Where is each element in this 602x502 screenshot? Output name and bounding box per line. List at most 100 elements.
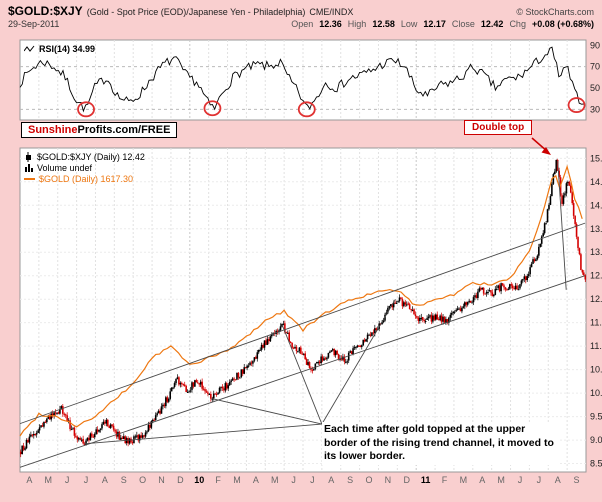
open-label: Open [291, 19, 314, 29]
legend-gold-row: $GOLD (Daily) 1617.30 [24, 173, 145, 184]
svg-text:A: A [328, 475, 334, 485]
chg-value: +0.08 (+0.68%) [531, 19, 594, 29]
rsi-label: RSI(14) 34.99 [39, 44, 96, 54]
svg-text:A: A [26, 475, 32, 485]
svg-text:14.5: 14.5 [590, 177, 602, 187]
gold-overlay-line [19, 164, 583, 437]
rsi-legend: RSI(14) 34.99 [24, 44, 95, 54]
svg-text:11.5: 11.5 [590, 318, 602, 328]
high-label: High [347, 19, 367, 29]
candlesticks [19, 158, 587, 458]
svg-text:10: 10 [194, 475, 204, 485]
svg-text:O: O [139, 475, 146, 485]
svg-text:12.0: 12.0 [590, 294, 602, 304]
svg-text:J: J [291, 475, 296, 485]
channel-lower [19, 275, 586, 468]
svg-text:8.5: 8.5 [590, 459, 602, 469]
svg-text:J: J [84, 475, 89, 485]
svg-text:A: A [555, 475, 561, 485]
svg-text:S: S [574, 475, 580, 485]
svg-text:A: A [102, 475, 108, 485]
callout-jun10-top [281, 324, 323, 425]
svg-text:J: J [537, 475, 542, 485]
svg-text:13.0: 13.0 [590, 247, 602, 257]
svg-text:S: S [347, 475, 353, 485]
svg-text:N: N [158, 475, 165, 485]
svg-text:J: J [518, 475, 523, 485]
svg-text:M: M [460, 475, 468, 485]
svg-text:9.5: 9.5 [590, 412, 602, 422]
rsi-line [19, 46, 585, 113]
svg-text:A: A [479, 475, 485, 485]
svg-text:50: 50 [590, 83, 600, 93]
svg-text:F: F [442, 475, 448, 485]
quote-row: 29-Sep-2011 Open 12.36 High 12.58 Low 12… [8, 19, 594, 29]
candlestick-icon [26, 151, 31, 162]
svg-text:A: A [253, 475, 259, 485]
legend-ratio-label: $GOLD:$XJY (Daily) 12.42 [37, 151, 145, 162]
volume-icon [25, 164, 33, 172]
low-value: 12.17 [423, 19, 446, 29]
svg-text:14.0: 14.0 [590, 200, 602, 210]
legend-ratio-row: $GOLD:$XJY (Daily) 12.42 [24, 151, 145, 162]
svg-text:12.5: 12.5 [590, 271, 602, 281]
chg-label: Chg [509, 19, 526, 29]
chart-date: 29-Sep-2011 [8, 19, 60, 29]
indicator-zigzag-icon [24, 45, 35, 52]
legend-gold-label: $GOLD (Daily) 1617.30 [39, 173, 134, 184]
svg-text:30: 30 [590, 104, 600, 114]
svg-text:M: M [271, 475, 279, 485]
copyright: © StockCharts.com [516, 7, 594, 17]
svg-text:O: O [366, 475, 373, 485]
svg-text:D: D [177, 475, 184, 485]
svg-text:11.0: 11.0 [590, 341, 602, 351]
rsi-low-circles [77, 97, 586, 118]
profits-word: Profits.com/FREE [77, 124, 171, 136]
axis-labels: 90 70 50 30 15.0 14.5 14.0 13.5 13.0 12.5 12.0 11.5… [26, 40, 602, 485]
svg-text:D: D [404, 475, 411, 485]
callout-jul09-low [84, 423, 322, 445]
chart-header: $GOLD:$XJY (Gold - Spot Price (EOD)/Japa… [8, 4, 594, 18]
sunshine-word: Sunshine [28, 124, 78, 136]
svg-text:70: 70 [590, 62, 600, 72]
svg-text:M: M [497, 475, 505, 485]
svg-text:11: 11 [421, 475, 431, 485]
svg-text:13.5: 13.5 [590, 224, 602, 234]
svg-text:J: J [310, 475, 315, 485]
legend-volume-row: Volume undef [24, 162, 145, 173]
annotation-text: Each time after gold topped at the upper… [322, 422, 560, 465]
svg-text:J: J [65, 475, 70, 485]
legend-volume-label: Volume undef [37, 162, 93, 173]
svg-text:N: N [385, 475, 392, 485]
low-label: Low [400, 19, 418, 29]
svg-text:15.0: 15.0 [590, 153, 602, 163]
price-legend: $GOLD:$XJY (Daily) 12.42 Volume undef $G… [24, 151, 145, 184]
sunshine-profits-watermark: SunshineProfits.com/FREE [21, 122, 178, 138]
open-value: 12.36 [319, 19, 342, 29]
svg-text:9.0: 9.0 [590, 435, 602, 445]
svg-text:S: S [121, 475, 127, 485]
gold-line-icon [24, 177, 35, 180]
svg-text:90: 90 [590, 40, 600, 50]
svg-text:10.5: 10.5 [590, 365, 602, 375]
callout-feb10-low [212, 398, 322, 425]
callout-dec10-top [321, 298, 396, 425]
drop-line [557, 160, 567, 290]
gridlines [20, 40, 586, 472]
symbol-description: (Gold - Spot Price (EOD)/Japanese Yen - … [86, 7, 306, 17]
channel-upper [19, 222, 586, 425]
trend-lines [19, 160, 586, 468]
high-value: 12.58 [372, 19, 395, 29]
symbol: $GOLD:$XJY [8, 4, 83, 18]
exchange: CME/INDX [309, 7, 354, 17]
double-top-arrow-icon [531, 137, 551, 155]
svg-text:M: M [45, 475, 53, 485]
ohlc-quote: Open 12.36 High 12.58 Low 12.17 Close 12… [291, 19, 594, 29]
double-top-label: Double top [464, 120, 533, 135]
close-label: Close [451, 19, 475, 29]
svg-text:M: M [233, 475, 241, 485]
svg-text:10.0: 10.0 [590, 388, 602, 398]
close-value: 12.42 [480, 19, 504, 29]
